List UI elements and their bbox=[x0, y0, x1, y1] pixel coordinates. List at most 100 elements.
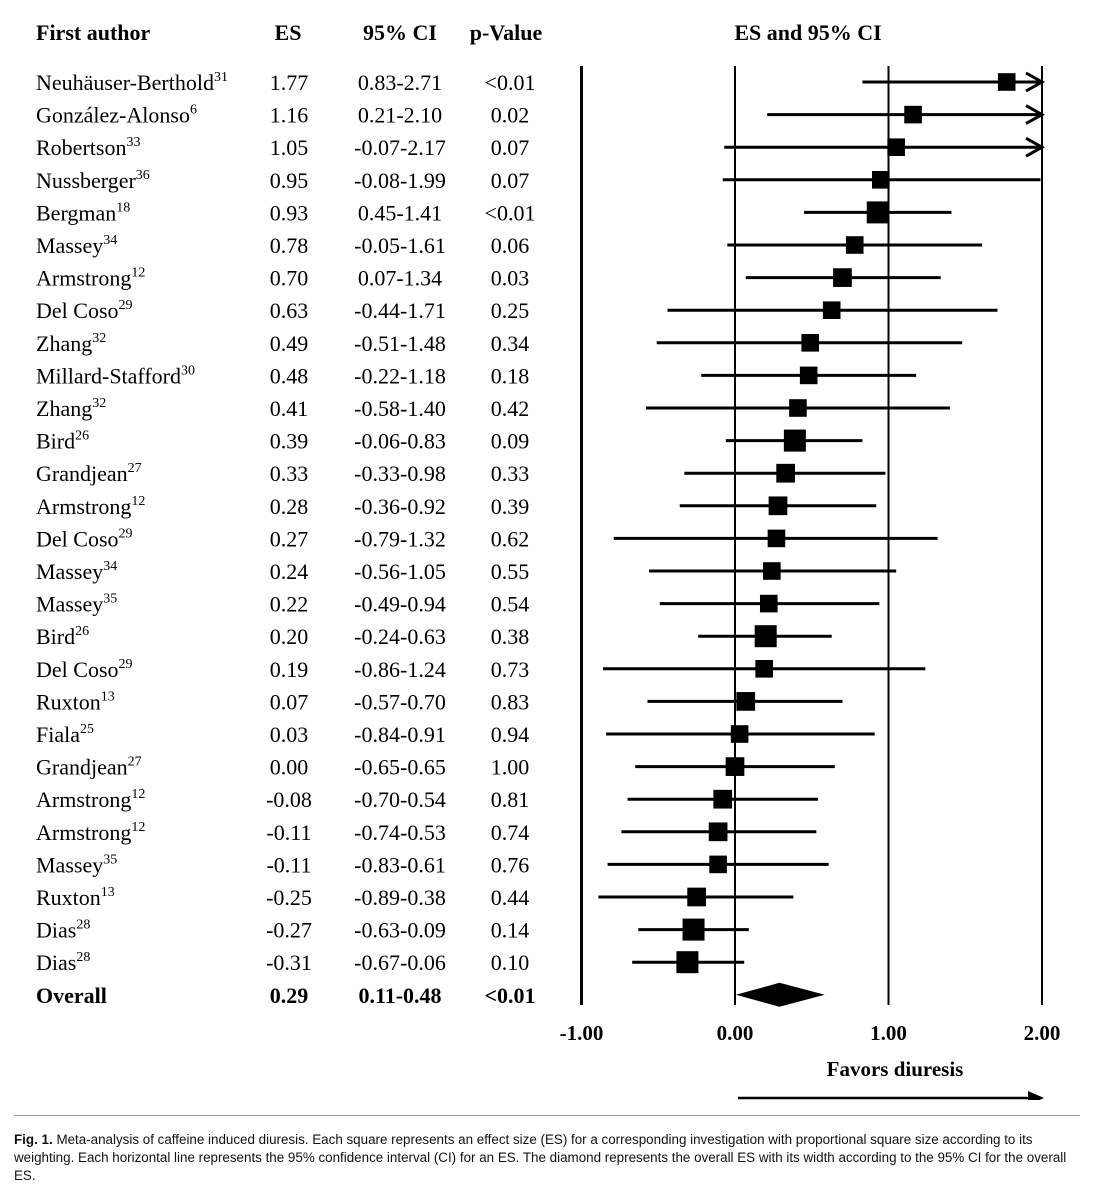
study-reference: 34 bbox=[103, 559, 117, 574]
study-author: Armstrong12 bbox=[36, 787, 145, 812]
effect-size-square bbox=[866, 201, 889, 224]
study-ci: -0.36-0.92 bbox=[354, 494, 446, 519]
study-author: Dias28 bbox=[36, 918, 90, 943]
study-reference: 34 bbox=[103, 233, 117, 248]
study-reference: 28 bbox=[76, 950, 90, 965]
study-p-value: 0.62 bbox=[491, 526, 530, 551]
study-author: Massey35 bbox=[36, 852, 117, 877]
overall-diamond bbox=[735, 982, 825, 1007]
forest-plot-figure: First author ES 95% CI p-Value ES and 95… bbox=[36, 20, 1061, 1100]
study-reference: 31 bbox=[214, 70, 228, 85]
study-es: -0.08 bbox=[266, 787, 312, 812]
study-reference: 12 bbox=[131, 787, 145, 802]
study-reference: 28 bbox=[76, 918, 90, 933]
study-author-name: Nussberger bbox=[36, 168, 136, 193]
study-p-value: 0.42 bbox=[491, 396, 530, 421]
caption-label: Fig. 1. bbox=[14, 1132, 53, 1147]
study-author: Armstrong12 bbox=[36, 494, 145, 519]
study-author: Bird26 bbox=[36, 624, 89, 649]
effect-size-square bbox=[755, 660, 773, 678]
study-author: Del Coso29 bbox=[36, 526, 133, 551]
header-first-author: First author bbox=[36, 20, 151, 45]
study-p-value: 0.54 bbox=[491, 592, 530, 617]
effect-size-square bbox=[997, 73, 1016, 91]
effect-size-square bbox=[736, 692, 756, 711]
effect-size-square bbox=[676, 951, 699, 974]
study-p-value: 0.34 bbox=[491, 331, 530, 356]
study-ci: -0.67-0.06 bbox=[354, 950, 446, 975]
effect-size-square bbox=[709, 855, 727, 874]
ci-truncation-arrow bbox=[1025, 104, 1046, 125]
study-es: 0.28 bbox=[270, 494, 309, 519]
study-reference: 18 bbox=[116, 200, 130, 215]
study-author-name: Ruxton bbox=[36, 885, 101, 910]
study-reference: 26 bbox=[75, 429, 89, 444]
study-es: 0.19 bbox=[270, 657, 309, 682]
overall-ci: 0.11-0.48 bbox=[358, 983, 441, 1008]
effect-size-square bbox=[687, 887, 706, 907]
study-author-name: Armstrong bbox=[36, 820, 131, 845]
study-p-value: 0.83 bbox=[491, 689, 530, 714]
study-es: 0.48 bbox=[270, 363, 309, 388]
effect-size-square bbox=[801, 334, 820, 352]
effect-size-square bbox=[904, 105, 922, 124]
study-p-value: 0.33 bbox=[491, 461, 530, 486]
caption-divider bbox=[14, 1115, 1080, 1116]
study-p-value: 0.14 bbox=[491, 918, 530, 943]
x-tick-label: -1.00 bbox=[560, 1021, 604, 1045]
study-es: 0.24 bbox=[270, 559, 309, 584]
x-tick-label: 2.00 bbox=[1024, 1021, 1061, 1045]
study-author-name: Dias bbox=[36, 918, 76, 943]
study-author-name: Massey bbox=[36, 852, 103, 877]
study-reference: 12 bbox=[131, 266, 145, 281]
study-ci: -0.65-0.65 bbox=[354, 755, 446, 780]
study-ci: -0.51-1.48 bbox=[354, 331, 446, 356]
study-ci: -0.86-1.24 bbox=[354, 657, 446, 682]
effect-size-square bbox=[754, 625, 777, 648]
study-es: -0.27 bbox=[266, 918, 312, 943]
study-reference: 12 bbox=[131, 494, 145, 509]
study-p-value: 0.81 bbox=[491, 787, 530, 812]
plot-area: -1.00 0.00 1.00 2.00 bbox=[560, 66, 1061, 1045]
study-ci: -0.22-1.18 bbox=[354, 363, 446, 388]
effect-size-square bbox=[872, 171, 890, 189]
study-ci: -0.57-0.70 bbox=[354, 689, 446, 714]
caption-text: Meta-analysis of caffeine induced diures… bbox=[14, 1132, 1067, 1183]
study-author: Dias28 bbox=[36, 950, 90, 975]
study-es: 0.78 bbox=[270, 233, 309, 258]
study-p-value: 0.73 bbox=[491, 657, 530, 682]
study-reference: 32 bbox=[92, 396, 106, 411]
study-author-name: Armstrong bbox=[36, 494, 131, 519]
study-reference: 27 bbox=[128, 461, 142, 476]
study-p-value: 0.76 bbox=[491, 852, 530, 877]
study-es: 0.07 bbox=[270, 689, 309, 714]
study-author: Fiala25 bbox=[36, 722, 94, 747]
study-author-name: Zhang bbox=[36, 331, 92, 356]
effect-size-square bbox=[730, 725, 749, 743]
effect-size-square bbox=[768, 496, 788, 516]
study-reference: 36 bbox=[136, 168, 150, 183]
effect-size-square bbox=[759, 594, 778, 613]
study-es: 0.93 bbox=[270, 200, 309, 225]
overall-label: Overall bbox=[36, 983, 107, 1008]
study-author-name: Zhang bbox=[36, 396, 92, 421]
study-p-value: 0.07 bbox=[491, 168, 530, 193]
study-reference: 26 bbox=[75, 624, 89, 639]
study-ci: -0.44-1.71 bbox=[354, 298, 446, 323]
effect-size-square bbox=[713, 789, 733, 809]
study-es: -0.31 bbox=[266, 950, 312, 975]
ci-truncation-arrow bbox=[1025, 71, 1046, 93]
study-author-name: Massey bbox=[36, 233, 103, 258]
study-author: Bergman18 bbox=[36, 200, 130, 225]
study-author: Bird26 bbox=[36, 429, 89, 454]
study-p-value: 0.38 bbox=[491, 624, 530, 649]
study-ci: -0.74-0.53 bbox=[354, 820, 446, 845]
study-ci: 0.07-1.34 bbox=[358, 266, 442, 291]
study-author: Ruxton13 bbox=[36, 885, 115, 910]
study-ci: 0.45-1.41 bbox=[358, 200, 442, 225]
study-author-name: Robertson bbox=[36, 135, 126, 160]
study-ci: -0.06-0.83 bbox=[354, 429, 446, 454]
study-author-name: Dias bbox=[36, 950, 76, 975]
study-author: Robertson33 bbox=[36, 135, 140, 160]
study-author: Nussberger36 bbox=[36, 168, 150, 193]
